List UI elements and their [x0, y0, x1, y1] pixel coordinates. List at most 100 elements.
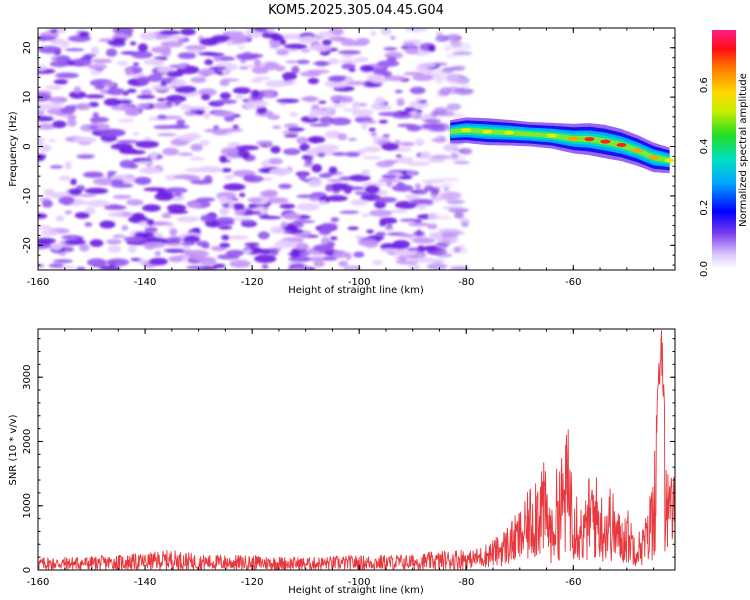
noise-blob [220, 147, 239, 156]
noise-blob [449, 266, 470, 270]
noise-blob [271, 34, 284, 42]
noise-blob [453, 212, 465, 219]
noise-blob [234, 94, 244, 100]
noise-blob [256, 106, 268, 115]
snr-line-layer [38, 330, 675, 570]
x-tick-label: -120 [241, 277, 264, 288]
noise-blob [147, 74, 163, 82]
noise-blob [368, 127, 376, 132]
noise-blob [105, 48, 118, 57]
noise-blob [303, 95, 317, 103]
noise-blob [100, 128, 124, 137]
colorbar-label: Normalized spectral amplitude [738, 73, 749, 227]
noise-blob [198, 256, 217, 266]
noise-blob [301, 154, 314, 161]
noise-blob [64, 210, 73, 215]
noise-blob [190, 143, 203, 152]
noise-blob [80, 137, 98, 143]
noise-blob [70, 178, 77, 186]
noise-blob [89, 116, 109, 123]
noise-blob [283, 148, 301, 156]
noise-blob [128, 245, 137, 253]
noise-blob [87, 64, 108, 70]
noise-blob [410, 110, 417, 116]
noise-blob [167, 124, 190, 129]
noise-blob [150, 84, 174, 91]
spectrogram-y-axis: -20 -10 0 10 20 [22, 27, 675, 266]
noise-blob [157, 98, 167, 102]
noise-blob [49, 165, 64, 169]
noise-blob [239, 66, 249, 70]
noise-blob [130, 258, 141, 262]
noise-blob [68, 91, 87, 99]
noise-blob [60, 107, 76, 114]
noise-blob [239, 192, 246, 198]
noise-blob [224, 115, 235, 122]
noise-blob [160, 81, 167, 87]
noise-blob [288, 255, 312, 263]
noise-blob [110, 143, 133, 150]
noise-blob [266, 28, 276, 33]
x-tick-label: -140 [134, 277, 157, 288]
noise-blob [280, 221, 288, 228]
noise-blob [379, 217, 398, 224]
noise-blob [219, 79, 230, 87]
noise-blob [383, 71, 392, 78]
noise-blob [279, 203, 296, 209]
noise-blob [53, 79, 68, 85]
noise-blob [73, 86, 81, 94]
noise-blob [301, 49, 311, 53]
noise-blob [270, 145, 281, 154]
noise-blob [337, 133, 348, 141]
chart-title: KOM5.2025.305.04.45.G04 [268, 3, 444, 18]
noise-blob [267, 114, 281, 120]
noise-blob [174, 85, 197, 94]
snr-frame [37, 328, 676, 571]
noise-blob [129, 150, 146, 155]
y-tick-label: 2000 [22, 429, 33, 454]
noise-blob [420, 151, 432, 160]
noise-blob [227, 235, 249, 240]
noise-blob [132, 212, 145, 220]
y-tick-label: 10 [22, 91, 33, 104]
y-tick-label: 1000 [22, 493, 33, 518]
noise-blob [116, 61, 129, 66]
noise-blob [251, 66, 269, 74]
noise-blob [307, 113, 316, 119]
noise-blob [458, 148, 473, 155]
noise-blob [116, 140, 140, 144]
noise-blob [438, 228, 461, 233]
noise-blob [318, 173, 332, 179]
colorbar: 0.0 0.2 0.4 0.6 Normalized spectral amplitu… [699, 30, 749, 277]
noise-blob [224, 174, 234, 180]
noise-blob [242, 154, 250, 159]
noise-blob [263, 91, 275, 98]
noise-blob [296, 59, 310, 65]
ridge-hotspot [600, 139, 611, 144]
noise-blob [103, 98, 122, 107]
noise-blob [187, 202, 202, 209]
noise-blob [254, 254, 277, 263]
noise-blob [428, 157, 445, 163]
noise-blob [317, 200, 327, 206]
noise-blob [243, 175, 264, 183]
noise-blob [176, 216, 200, 223]
noise-blob [185, 249, 209, 258]
noise-blob [259, 215, 282, 220]
noise-blob [64, 239, 87, 245]
noise-blob [254, 76, 271, 80]
spectrogram-y-label: Frequency (Hz) [8, 111, 19, 187]
noise-blob [296, 194, 314, 199]
noise-blob [209, 66, 227, 70]
noise-blob [38, 110, 45, 116]
noise-blob [294, 263, 303, 267]
noise-blob [327, 58, 341, 65]
noise-blob [421, 179, 445, 184]
noise-blob [439, 135, 446, 142]
y-tick-label: 3000 [22, 364, 33, 389]
noise-blob [311, 163, 323, 173]
noise-blob [410, 198, 434, 205]
noise-blob [406, 171, 417, 176]
noise-blob [370, 131, 378, 137]
